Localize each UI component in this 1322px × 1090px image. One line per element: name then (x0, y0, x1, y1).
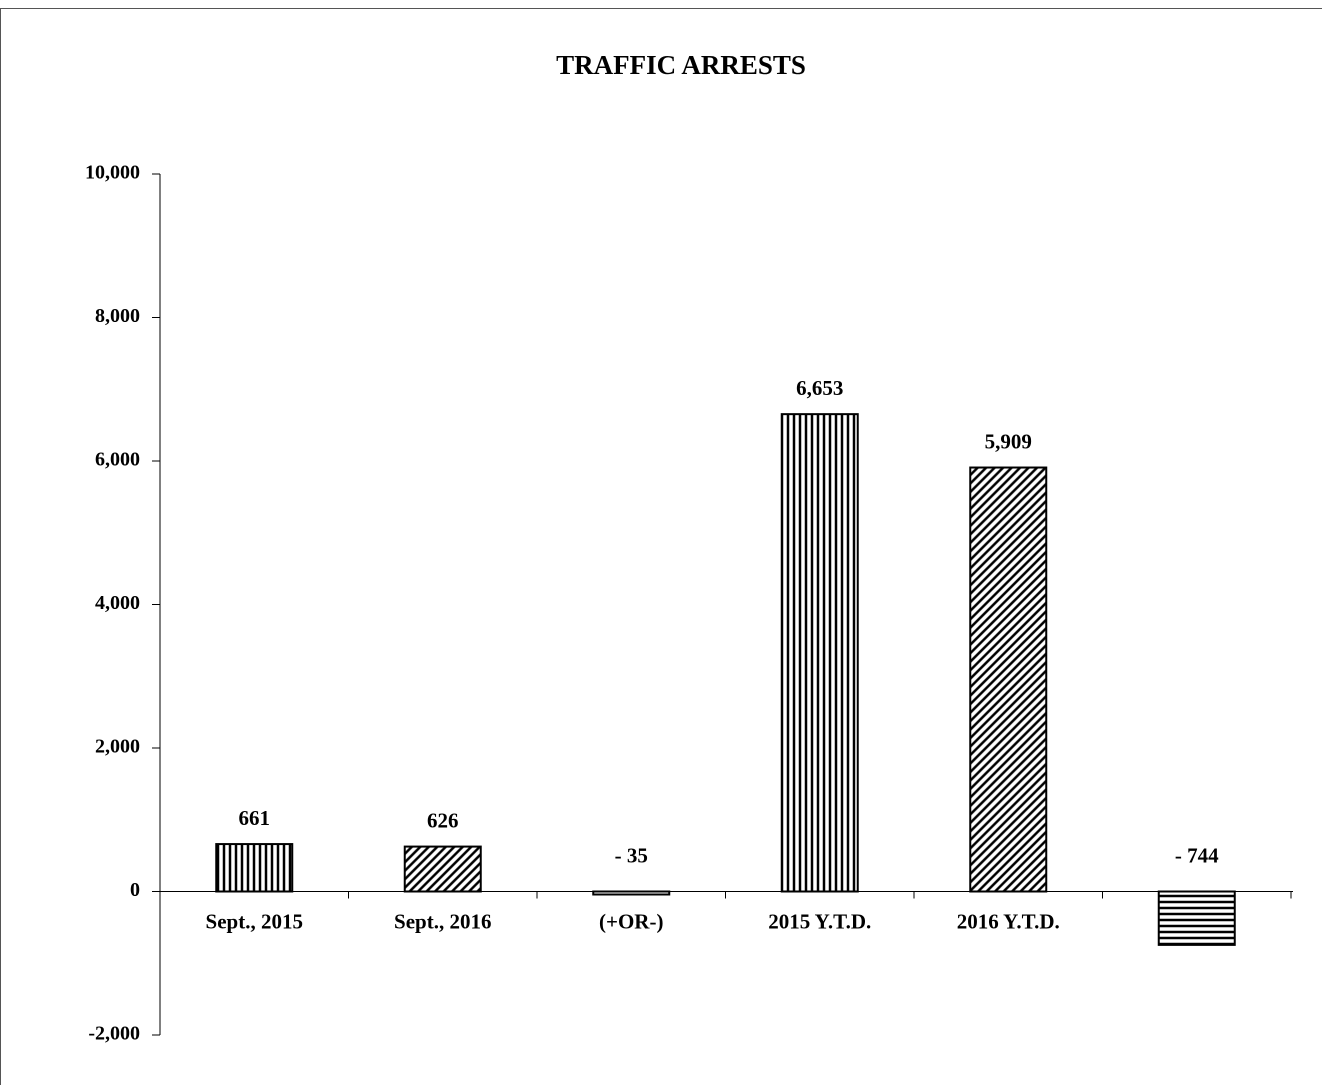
x-tick-label: 2016 Y.T.D. (957, 909, 1060, 933)
bar (1159, 892, 1235, 945)
x-tick-label: 2015 Y.T.D. (768, 909, 871, 933)
y-tick-label: 10,000 (85, 162, 140, 184)
y-tick-label: 2,000 (95, 736, 140, 758)
value-label: 5,909 (985, 429, 1032, 453)
y-tick-label: 0 (130, 879, 140, 901)
y-tick-label: -2,000 (88, 1023, 140, 1045)
value-label: - 744 (1175, 843, 1219, 867)
bar (970, 468, 1046, 892)
value-label: - 35 (615, 843, 648, 867)
chart-title: TRAFFIC ARRESTS (556, 50, 806, 80)
value-label: 661 (239, 806, 271, 830)
bar (405, 847, 481, 892)
value-label: 626 (427, 808, 459, 832)
x-tick-label: (+OR-) (599, 909, 663, 933)
y-tick-label: 8,000 (95, 305, 140, 327)
y-tick-label: 4,000 (95, 592, 140, 614)
bar (216, 844, 292, 891)
x-tick-label: Sept., 2015 (206, 909, 303, 933)
x-tick-label: Sept., 2016 (394, 909, 491, 933)
value-label: 6,653 (796, 376, 843, 400)
y-tick-label: 6,000 (95, 449, 140, 471)
bar (782, 414, 858, 891)
bar (593, 892, 669, 895)
